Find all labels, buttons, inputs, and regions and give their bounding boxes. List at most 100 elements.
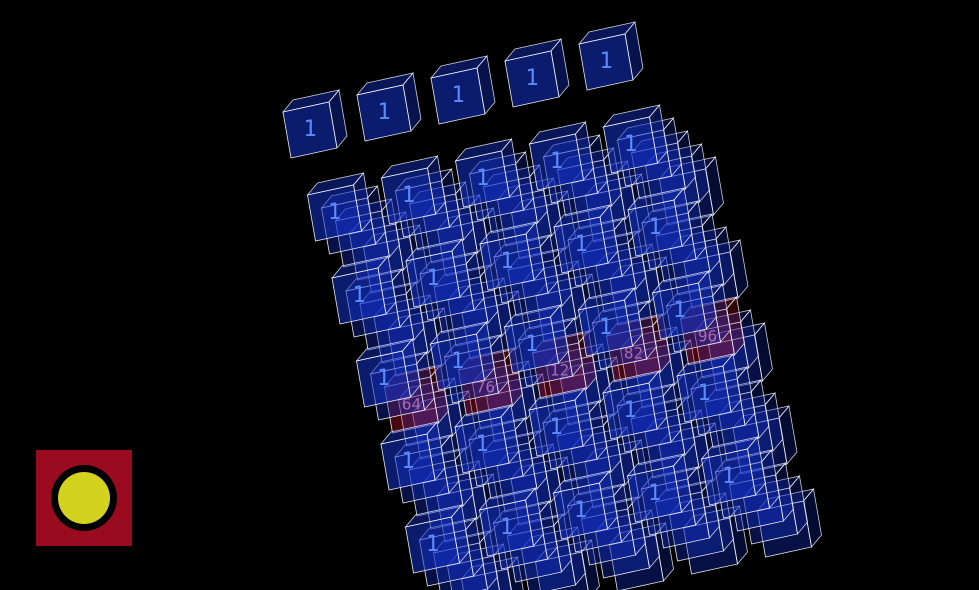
cube-label: 1 [648, 215, 661, 240]
cube: 1 [527, 387, 594, 457]
cube-label: 76 [476, 378, 495, 397]
cube: 1 [528, 121, 594, 191]
cube-label: 1 [624, 132, 637, 157]
cube: 1 [552, 470, 618, 540]
cube-label: 1 [476, 166, 489, 191]
cube-face [701, 448, 756, 506]
cube-label: 1 [401, 449, 414, 474]
cube: 1 [355, 72, 422, 142]
cube-face [381, 167, 436, 225]
cube-face [578, 299, 633, 357]
cube-label: 1 [352, 283, 365, 308]
cube [742, 475, 808, 545]
cube-label: 64 [402, 395, 421, 414]
cube-label: 1 [549, 415, 562, 440]
cube: 1 [478, 487, 544, 557]
cube-label: 1 [623, 398, 636, 423]
cube-label: 1 [500, 515, 513, 540]
cube-label: 1 [525, 332, 538, 357]
button-dot[interactable] [58, 472, 110, 524]
cube-label: 1 [697, 381, 710, 406]
cube-face [331, 267, 387, 325]
cube-label: 82 [624, 344, 643, 363]
cube: 1 [404, 504, 470, 574]
cube-face [652, 282, 707, 340]
cube-label: 1 [599, 49, 612, 74]
cube-label: 1 [673, 298, 686, 323]
cube-label: 1 [574, 232, 587, 257]
cube-face [553, 482, 608, 540]
cube-label: 1 [377, 366, 390, 391]
cube-face [553, 216, 609, 274]
cube-label: 12 [550, 361, 569, 380]
cube: 1 [651, 270, 717, 340]
cube: 1 [380, 155, 446, 225]
cube-label: 1 [722, 464, 735, 489]
cube-label: 1 [328, 200, 341, 225]
cube: 1 [355, 338, 421, 408]
cube-label: 1 [377, 100, 390, 125]
cube-face [602, 382, 658, 440]
cube-grid: 64 76 12 82 96 1 1 1 1 1 1 1 1 1 1 1 1 1 1 1 1 1 1 1 1 1 1 1 1 1 1 1 1 1 1 [281, 21, 822, 590]
cube-face [528, 399, 584, 457]
cube-label: 1 [574, 498, 587, 523]
cube-side [507, 556, 524, 590]
cube-face [380, 433, 436, 491]
cube: 1 [330, 255, 397, 325]
cube: 1 [429, 321, 495, 391]
cube-face [676, 365, 732, 423]
cube: 1 [503, 304, 569, 374]
cube-face [504, 50, 560, 108]
cube-label: 1 [500, 249, 513, 274]
cube-face [504, 316, 559, 374]
cube-label: 1 [451, 349, 464, 374]
cube-face [356, 350, 411, 408]
cube: 1 [626, 187, 693, 257]
cube-face [454, 416, 510, 474]
cube: 1 [503, 38, 570, 108]
cube: 1 [454, 138, 520, 208]
cube: 1 [453, 404, 520, 474]
cube-label: 1 [426, 532, 439, 557]
cube: 1 [626, 453, 692, 523]
cube-face [603, 116, 658, 174]
cube-face [627, 465, 682, 523]
cube-face [479, 499, 534, 557]
cube-label: 1 [426, 266, 439, 291]
cube-face [430, 333, 485, 391]
cube-label: 1 [303, 117, 316, 142]
cube: 1 [478, 221, 545, 291]
cube-face [455, 150, 510, 208]
cube: 1 [404, 238, 471, 308]
cube-face [479, 233, 535, 291]
cube-label: 1 [599, 315, 612, 340]
cube: 1 [601, 370, 668, 440]
cube-face [405, 250, 461, 308]
cube-face [430, 67, 486, 125]
cube: 1 [281, 89, 348, 159]
cube-label: 1 [550, 149, 563, 174]
cube: 1 [379, 421, 446, 491]
cube-label: 1 [402, 183, 415, 208]
cube-label: 1 [525, 66, 538, 91]
cube [682, 505, 748, 575]
cube-face [529, 133, 584, 191]
cube: 1 [306, 172, 372, 242]
cube-label: 1 [648, 481, 661, 506]
cube-face [307, 184, 362, 242]
cube: 1 [700, 436, 766, 506]
cube: 1 [552, 204, 619, 274]
action-button[interactable] [36, 450, 132, 546]
cube-face [356, 84, 412, 142]
cube-face [405, 516, 460, 574]
cube-label: 1 [451, 83, 464, 108]
cube-face [578, 33, 634, 91]
cube-face [627, 199, 683, 257]
cube-label: 96 [698, 327, 717, 346]
cube: 1 [675, 353, 742, 423]
cube-label: 1 [475, 432, 488, 457]
cube: 1 [577, 287, 643, 357]
cube: 1 [577, 21, 644, 91]
